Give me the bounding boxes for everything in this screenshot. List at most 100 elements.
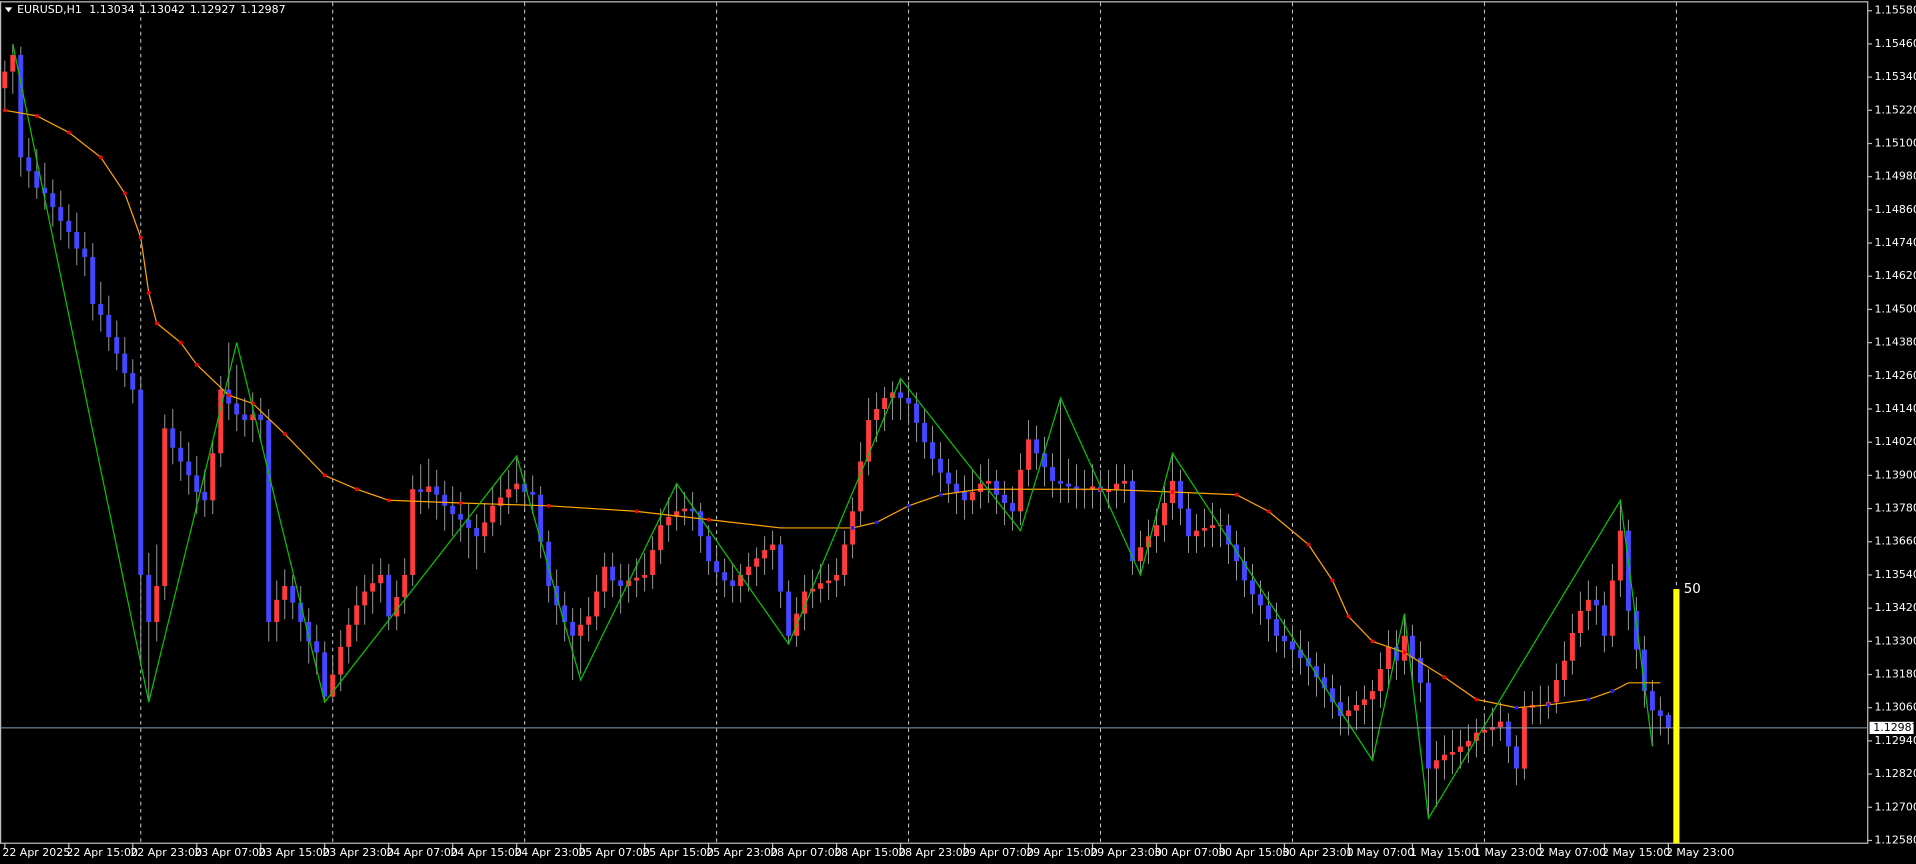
candle-body bbox=[906, 397, 912, 404]
candle-body bbox=[1665, 714, 1671, 728]
candle-body bbox=[746, 566, 752, 575]
y-tick-label: 1.14980 bbox=[1874, 170, 1916, 183]
candle-body bbox=[978, 483, 984, 492]
high: 1.13042 bbox=[140, 3, 185, 16]
candle-body bbox=[1513, 746, 1519, 769]
y-tick-label: 1.15220 bbox=[1874, 103, 1916, 116]
candle-body bbox=[890, 392, 896, 398]
candle-body bbox=[586, 616, 592, 625]
candle-body bbox=[946, 472, 952, 484]
chart-header: EURUSD,H1 1.13034 1.13042 1.12927 1.12987 bbox=[17, 3, 286, 16]
candle-body bbox=[154, 586, 160, 622]
candle-body bbox=[458, 514, 464, 520]
x-tick-label: 1 May 15:00 bbox=[1410, 846, 1478, 859]
ma-signal bbox=[386, 498, 391, 503]
ma-signal bbox=[226, 393, 231, 398]
ma-signal bbox=[34, 113, 39, 118]
y-tick-label: 1.15100 bbox=[1874, 136, 1916, 149]
candle-body bbox=[442, 494, 448, 506]
y-tick-label: 1.15340 bbox=[1874, 70, 1916, 83]
x-tick-label: 22 Apr 2025 bbox=[2, 846, 70, 859]
candle-body bbox=[1026, 439, 1032, 470]
candle-body bbox=[674, 511, 680, 517]
candle-body bbox=[826, 580, 832, 584]
candle-body bbox=[594, 591, 600, 617]
ma-signal bbox=[906, 503, 911, 508]
candle-body bbox=[1505, 721, 1511, 747]
candle-body bbox=[1585, 599, 1591, 611]
candle-body bbox=[938, 458, 944, 473]
candle-body bbox=[202, 491, 208, 501]
ma-signal bbox=[1610, 689, 1615, 694]
candle-body bbox=[882, 397, 888, 410]
candle-body bbox=[802, 591, 808, 614]
candle-body bbox=[1617, 530, 1623, 581]
y-tick-label: 1.14140 bbox=[1874, 402, 1916, 415]
y-tick-label: 1.12820 bbox=[1874, 767, 1916, 780]
candle-body bbox=[602, 566, 608, 592]
ma-signal bbox=[154, 321, 159, 326]
ma-signal bbox=[546, 503, 551, 508]
menu-triangle[interactable] bbox=[4, 7, 13, 13]
x-tick-label: 28 Apr 23:00 bbox=[898, 846, 970, 859]
x-tick-label: 29 Apr 07:00 bbox=[962, 846, 1034, 859]
candle-body bbox=[786, 591, 792, 636]
candle-body bbox=[1441, 754, 1447, 761]
candle-body bbox=[66, 220, 72, 232]
candle-body bbox=[106, 314, 112, 338]
candle-body bbox=[1226, 525, 1231, 545]
candle-body bbox=[1122, 480, 1128, 484]
candle-body bbox=[1050, 467, 1056, 481]
x-tick-label: 29 Apr 23:00 bbox=[1090, 846, 1162, 859]
y-tick-label: 1.12940 bbox=[1874, 734, 1916, 747]
candle-body bbox=[1074, 486, 1080, 490]
candle-body bbox=[762, 550, 768, 559]
candle-body bbox=[778, 544, 784, 592]
x-tick-label: 23 Apr 15:00 bbox=[258, 846, 330, 859]
candle-body bbox=[58, 207, 64, 221]
x-tick-label: 25 Apr 23:00 bbox=[706, 846, 778, 859]
candle-body bbox=[562, 605, 568, 622]
candle-body bbox=[1465, 740, 1471, 747]
candle-body bbox=[1178, 480, 1183, 509]
candle-body bbox=[354, 605, 360, 625]
y-tick-label: 1.12580 bbox=[1874, 833, 1916, 846]
x-tick-label: 30 Apr 07:00 bbox=[1154, 846, 1226, 859]
zigzag bbox=[12, 43, 1653, 821]
candle-body bbox=[250, 414, 256, 421]
candle-body bbox=[1162, 503, 1167, 526]
ma-signal bbox=[1346, 614, 1351, 619]
candle-body bbox=[1553, 680, 1559, 703]
candle-body bbox=[914, 403, 920, 423]
axes: 1.15580 1.15460 1.15340 1.15220 1.15100 1.149… bbox=[2, 4, 1916, 859]
candle-body bbox=[1393, 646, 1399, 661]
candle-body bbox=[1066, 483, 1072, 487]
y-tick-label: 1.15460 bbox=[1874, 37, 1916, 50]
candle-body bbox=[1497, 721, 1503, 728]
candle-body bbox=[506, 489, 512, 498]
candle-body bbox=[474, 527, 480, 537]
candle-body bbox=[842, 544, 848, 575]
candle-body bbox=[34, 171, 40, 188]
candle-body bbox=[650, 550, 656, 575]
y-tick-label: 1.13180 bbox=[1874, 668, 1916, 681]
candle-body bbox=[50, 193, 56, 208]
ma-signal bbox=[1306, 542, 1311, 547]
candle-body bbox=[74, 231, 80, 249]
x-tick-label: 1 May 07:00 bbox=[1346, 846, 1414, 859]
candle-body bbox=[1481, 729, 1487, 733]
candle-body bbox=[1649, 691, 1655, 711]
candle-body bbox=[386, 574, 392, 617]
ma-signal bbox=[98, 155, 103, 160]
candle-body bbox=[522, 483, 528, 492]
ma-signal bbox=[2, 108, 7, 113]
ma-signal bbox=[282, 431, 287, 436]
x-tick-label: 30 Apr 15:00 bbox=[1218, 846, 1290, 859]
bid-label-box bbox=[1869, 721, 1914, 735]
candle-body bbox=[866, 420, 872, 462]
symbol: EURUSD,H1 bbox=[17, 3, 82, 16]
timer-bar bbox=[1673, 589, 1680, 844]
candle-body bbox=[314, 641, 320, 653]
candle-body bbox=[1202, 527, 1207, 531]
candle-body bbox=[362, 591, 368, 606]
